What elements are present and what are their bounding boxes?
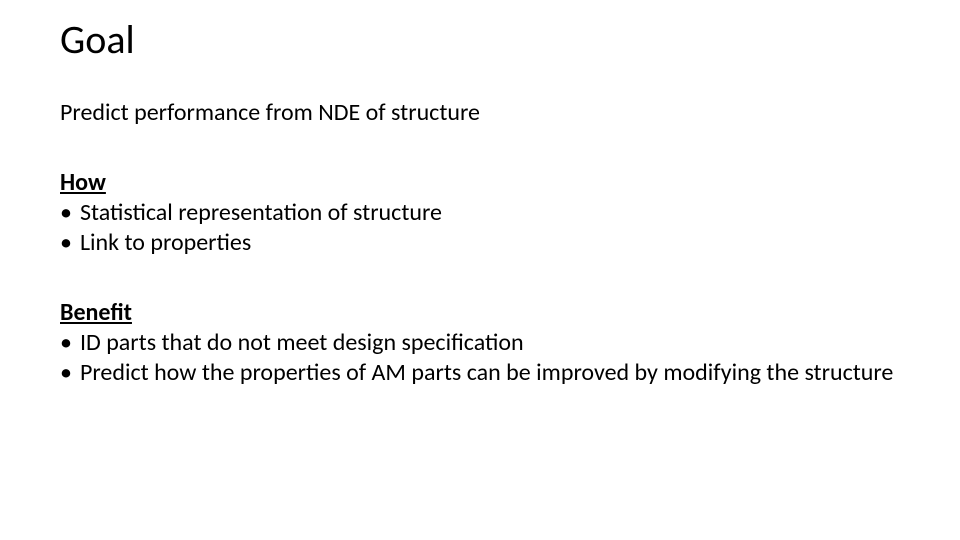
bullet-marker-icon: • bbox=[60, 198, 80, 228]
bullet-marker-icon: • bbox=[60, 328, 80, 358]
bullet-text: Predict how the properties of AM parts c… bbox=[80, 358, 900, 388]
bullet-text: Link to properties bbox=[80, 228, 900, 258]
bullet-item: • ID parts that do not meet design speci… bbox=[60, 328, 900, 358]
section-benefit: Benefit • ID parts that do not meet desi… bbox=[60, 298, 900, 388]
section-how: How • Statistical representation of stru… bbox=[60, 168, 900, 258]
bullet-marker-icon: • bbox=[60, 228, 80, 258]
section-heading-how: How bbox=[60, 168, 900, 198]
slide-title: Goal bbox=[60, 18, 900, 62]
bullet-text: ID parts that do not meet design specifi… bbox=[80, 328, 900, 358]
bullet-text: Statistical representation of structure bbox=[80, 198, 900, 228]
bullet-item: • Statistical representation of structur… bbox=[60, 198, 900, 228]
bullet-item: • Predict how the properties of AM parts… bbox=[60, 358, 900, 388]
slide-subtitle: Predict performance from NDE of structur… bbox=[60, 98, 900, 128]
section-heading-benefit: Benefit bbox=[60, 298, 900, 328]
bullet-marker-icon: • bbox=[60, 358, 80, 388]
bullet-item: • Link to properties bbox=[60, 228, 900, 258]
slide: Goal Predict performance from NDE of str… bbox=[0, 0, 960, 540]
